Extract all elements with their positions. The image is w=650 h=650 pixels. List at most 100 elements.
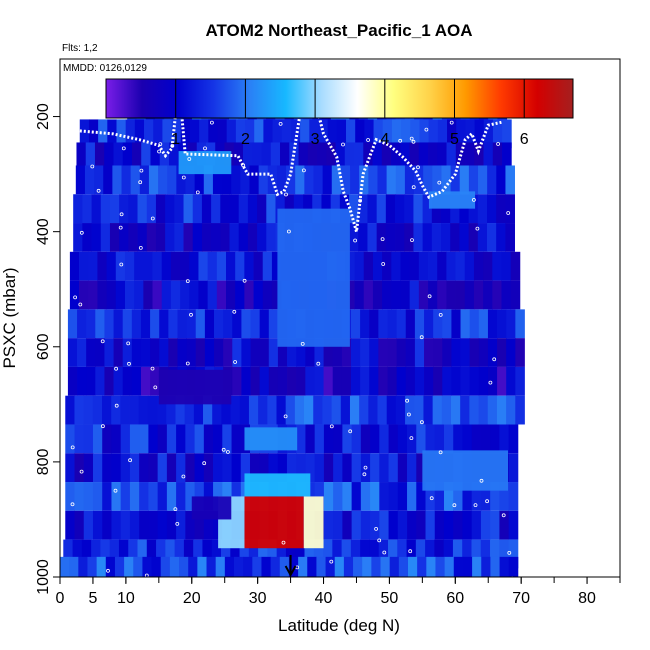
heat-cell — [508, 510, 519, 540]
heat-cell — [67, 366, 78, 396]
heat-cell — [400, 251, 411, 281]
heat-cell — [360, 366, 370, 396]
heat-cell — [453, 482, 463, 511]
heat-cell — [148, 510, 159, 540]
heat-cell — [443, 424, 454, 454]
heat-cell — [239, 395, 250, 425]
heat-cell — [67, 338, 78, 367]
heat-cell — [268, 366, 279, 396]
heat-cell — [487, 165, 497, 195]
heat-cell — [462, 556, 473, 577]
heat-cell — [296, 338, 306, 367]
heat-cell — [129, 395, 140, 425]
heat-cell — [169, 556, 180, 577]
heat-cell — [387, 338, 398, 367]
heat-cell — [257, 223, 267, 252]
heat-cell — [60, 556, 70, 577]
sample-point — [406, 412, 411, 417]
heat-cell — [499, 482, 510, 511]
heat-cell — [305, 424, 316, 454]
heat-cell — [248, 539, 259, 569]
heat-cell — [74, 424, 85, 454]
sample-point — [138, 180, 143, 185]
x-tick-label: 5 — [88, 590, 97, 607]
heat-cell — [342, 453, 353, 483]
heat-cell — [350, 165, 360, 195]
heat-cell — [442, 366, 452, 396]
sample-point — [449, 120, 454, 125]
heat-cell — [391, 119, 402, 149]
colorbar-tick-label: 4 — [380, 131, 389, 148]
sample-point — [127, 361, 131, 366]
heat-cell — [359, 395, 369, 425]
heat-cell — [231, 453, 242, 483]
heat-cell — [175, 395, 186, 425]
heat-cell — [437, 119, 448, 149]
heat-cell — [480, 424, 491, 454]
heat-cell — [203, 482, 214, 511]
heat-cell — [195, 309, 206, 339]
sample-point — [119, 262, 124, 267]
heat-cell — [177, 309, 188, 339]
heat-cell — [460, 309, 471, 339]
heat-cell — [106, 280, 117, 310]
heat-cell — [453, 556, 464, 577]
heat-cell — [351, 424, 362, 454]
heat-cell — [508, 556, 519, 577]
heat-cell — [250, 309, 261, 339]
heat-cell — [185, 482, 195, 511]
latitude-arrow-head — [284, 565, 297, 578]
heat-cell — [131, 309, 142, 339]
heat-cell — [114, 556, 125, 577]
heat-cell — [92, 510, 103, 540]
heat-cell — [359, 165, 369, 195]
heat-cell — [431, 194, 442, 224]
heat-cell — [253, 251, 264, 281]
heat-cell — [387, 309, 398, 339]
x-tick-label: 20 — [183, 590, 201, 607]
heat-hotspot — [422, 450, 508, 491]
heat-cell — [487, 338, 498, 367]
heat-cell — [506, 366, 516, 396]
heat-cell — [267, 395, 277, 425]
sample-point — [419, 335, 424, 340]
heat-cell — [139, 510, 149, 540]
heat-cell — [104, 142, 114, 172]
sample-point — [221, 447, 226, 452]
heat-cell — [354, 251, 365, 281]
heat-cell — [432, 395, 443, 425]
heat-cell — [468, 223, 479, 252]
heat-cell — [398, 556, 409, 577]
heat-hotspot — [158, 369, 232, 405]
heat-cell — [180, 251, 190, 281]
heat-cell — [316, 556, 326, 577]
heat-cell — [157, 453, 168, 483]
y-axis-label: PSXC (mbar) — [0, 267, 19, 368]
sample-point — [300, 341, 305, 346]
heat-cell — [391, 142, 401, 172]
heat-cell — [446, 142, 457, 172]
heat-cell — [171, 119, 182, 149]
heat-cell — [490, 482, 500, 511]
heat-cell — [497, 366, 507, 396]
heat-cell — [174, 223, 184, 252]
heat-cell — [95, 366, 105, 396]
heat-cell — [289, 142, 299, 172]
heat-cell — [192, 194, 203, 224]
heat-cell — [323, 424, 334, 454]
heat-cell — [379, 424, 389, 454]
heat-cell — [119, 194, 129, 224]
sample-point — [273, 583, 276, 586]
heat-cell — [83, 453, 94, 483]
sample-point — [175, 522, 180, 526]
sample-point — [366, 138, 371, 142]
heat-cell — [387, 366, 398, 396]
heat-cell — [349, 223, 359, 252]
heat-cell — [437, 251, 447, 281]
heat-cell — [95, 338, 105, 367]
sample-point — [471, 197, 476, 202]
heat-cell — [296, 366, 306, 396]
heat-cell — [379, 510, 389, 540]
heat-cell — [422, 223, 433, 252]
heat-cell — [455, 280, 466, 310]
